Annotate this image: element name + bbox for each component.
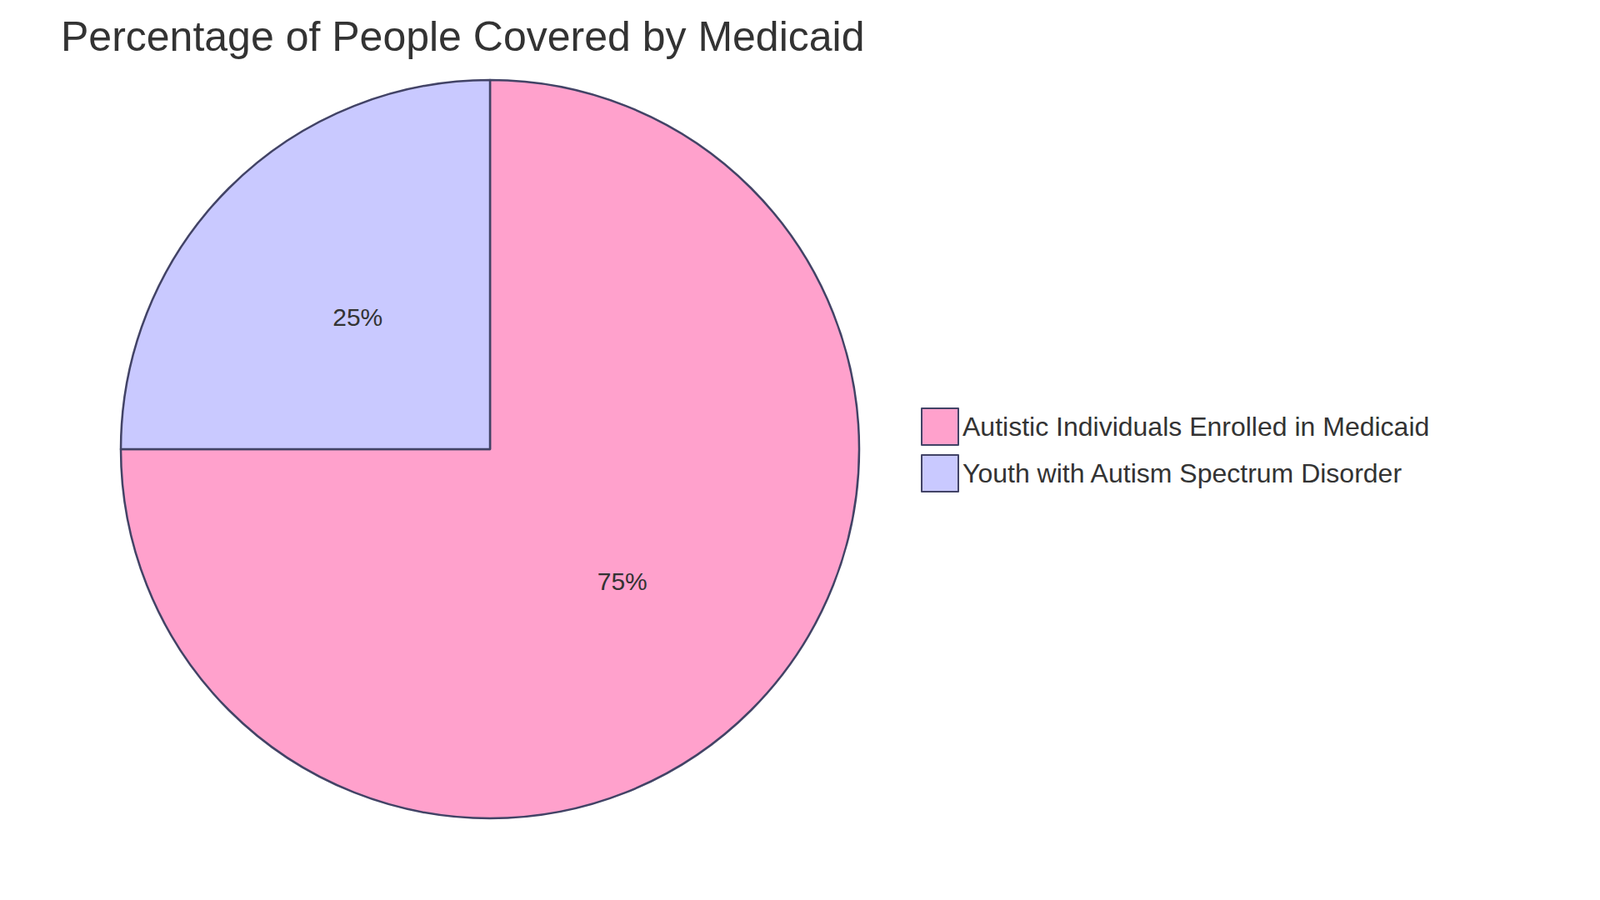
svg-text:Autistic Individuals Enrolled: Autistic Individuals Enrolled in Medicai…	[962, 411, 1430, 442]
svg-text:25%: 25%	[332, 303, 383, 331]
svg-text:75%: 75%	[597, 567, 648, 595]
svg-text:Percentage of People Covered b: Percentage of People Covered by Medicaid	[60, 13, 865, 60]
svg-text:Youth with Autism Spectrum Dis: Youth with Autism Spectrum Disorder	[962, 458, 1402, 489]
